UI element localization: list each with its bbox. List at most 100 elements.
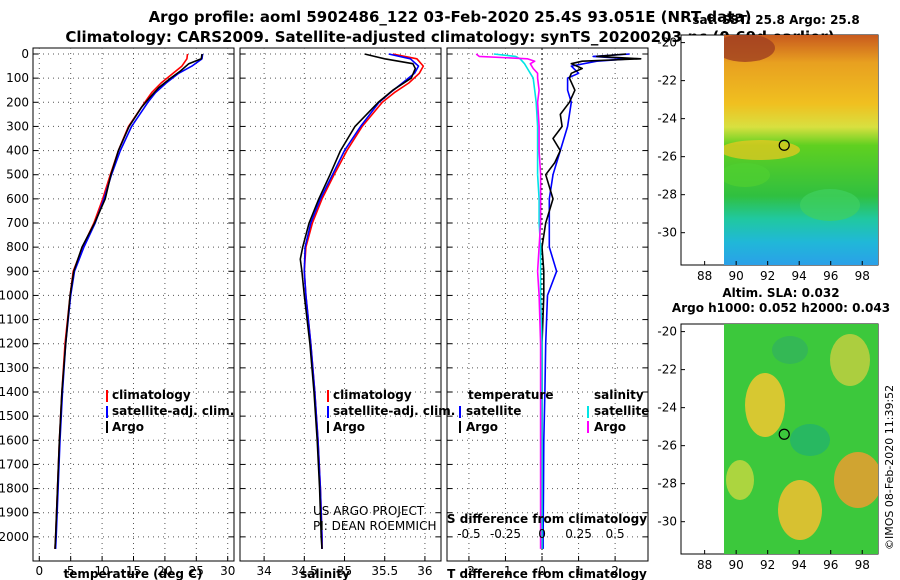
title-line-1: Argo profile: aoml 5902486_122 03-Feb-20…: [149, 8, 752, 26]
s-diff-tick-label: -0.25: [490, 527, 521, 541]
y-tick-label: 200: [6, 95, 29, 109]
legend-swatch-climatology: [327, 390, 329, 402]
y-tick-label: 400: [6, 144, 29, 158]
x-tick-label: 20: [157, 564, 172, 578]
salinity-xlabel: salinity: [300, 567, 350, 580]
credit-line-2: PI: DEAN ROEMMICH: [313, 519, 436, 533]
s-diff-tick-label: 0.5: [606, 527, 625, 541]
y-tick-label: 2000: [0, 530, 29, 544]
s-diff-tick-label: -0.5: [457, 527, 480, 541]
map-x-tick-label: 96: [823, 269, 838, 283]
map-x-tick-label: 88: [697, 558, 712, 572]
sla-feature: [726, 460, 754, 500]
map-x-tick-label: 98: [855, 269, 870, 283]
temperature-panel: 0 5 10 15 20 25 300100200300400500600700800900…: [0, 47, 235, 580]
x-tick-label: 5: [67, 564, 75, 578]
y-tick-label: 1300: [0, 361, 29, 375]
sla-feature: [834, 452, 878, 508]
y-tick-label: 1500: [0, 409, 29, 423]
sla-map-title-2: Argo h1000: 0.052 h2000: 0.043: [672, 301, 890, 315]
legend-label-s-satellite: satellite: [594, 404, 649, 418]
legend-label-t-satellite: satellite: [466, 404, 521, 418]
y-tick-label: 1000: [0, 288, 29, 302]
legend-header-temperature: temperature: [468, 388, 553, 402]
x-tick-label: 10: [94, 564, 109, 578]
sla-feature: [790, 424, 830, 456]
legend-swatch-argo: [106, 421, 108, 433]
legend-header-salinity: salinity: [594, 388, 644, 402]
temperature-xlabel: temperature (deg C): [64, 567, 203, 580]
sst-map: sat. SST: 25.8 Argo: 25.8 88 90 92 94 96 98 -2…: [657, 13, 879, 283]
salinity-frame: [239, 47, 442, 562]
legend-label-climatology: climatology: [333, 388, 412, 402]
map-x-tick-label: 94: [792, 558, 807, 572]
argo-location-marker: [778, 428, 790, 440]
x-tick-label: 34.5: [291, 564, 318, 578]
credit-line-1: US ARGO PROJECT: [313, 504, 425, 518]
map-y-tick-label: -22: [657, 363, 677, 377]
legend-label-argo: Argo: [112, 420, 144, 434]
series-salinity-satellite: [493, 53, 543, 549]
sla-feature: [745, 373, 785, 437]
x-tick-label: 25: [189, 564, 204, 578]
sst-feature: [724, 163, 770, 187]
sla-feature: [772, 336, 808, 364]
difference-xlabel: T difference from climatology: [447, 567, 647, 580]
legend-label-climatology: climatology: [112, 388, 191, 402]
map-y-tick-label: -24: [657, 401, 677, 415]
map-y-tick-label: -30: [657, 226, 677, 240]
title-line-2: Climatology: CARS2009. Satellite-adjuste…: [65, 28, 834, 46]
x-tick-label: 15: [126, 564, 141, 578]
sla-map-title-1: Altim. SLA: 0.032: [722, 286, 839, 300]
legend-swatch-argo: [327, 421, 329, 433]
map-y-tick-label: -20: [657, 36, 677, 50]
y-tick-label: 300: [6, 119, 29, 133]
legend-label-argo: Argo: [333, 420, 365, 434]
y-tick-label: 0: [21, 47, 29, 61]
map-x-tick-label: 94: [792, 269, 807, 283]
map-y-tick-label: -22: [657, 74, 677, 88]
x-tick-label: 0: [538, 564, 546, 578]
y-tick-label: 1600: [0, 433, 29, 447]
x-tick-label: 34: [256, 564, 271, 578]
legend-swatch-satellite: [327, 406, 329, 418]
series-climatology: [54, 53, 189, 549]
series-temperature-argo: [541, 53, 642, 549]
legend-label-t-argo: Argo: [466, 420, 498, 434]
difference-frame: [446, 47, 649, 562]
y-tick-label: 1100: [0, 313, 29, 327]
y-tick-label: 1200: [0, 337, 29, 351]
legend-swatch-climatology: [106, 390, 108, 402]
sst-map-title: sat. SST: 25.8 Argo: 25.8: [692, 13, 859, 27]
x-tick-label: 35.5: [371, 564, 398, 578]
y-tick-label: 1400: [0, 385, 29, 399]
map-x-tick-label: 98: [855, 558, 870, 572]
series-argo: [299, 53, 417, 549]
sla-map: Altim. SLA: 0.032 Argo h1000: 0.052 h200…: [657, 286, 890, 572]
legend-swatch-satellite: [106, 406, 108, 418]
map-x-tick-label: 92: [760, 269, 775, 283]
sst-feature: [724, 35, 775, 62]
s-difference-label: S difference from climatology: [447, 512, 647, 526]
x-tick-label: 2: [611, 564, 619, 578]
map-x-tick-label: 90: [729, 269, 744, 283]
series-climatology: [303, 53, 425, 549]
map-y-tick-label: -26: [657, 150, 677, 164]
legend-label-satellite: satellite-adj. clim.: [112, 404, 234, 418]
y-tick-label: 900: [6, 264, 29, 278]
temperature-legend: climatology satellite-adj. clim. Argo: [106, 388, 234, 434]
map-y-tick-label: -26: [657, 439, 677, 453]
sst-feature: [800, 189, 860, 221]
imos-stamp: ©IMOS 08-Feb-2020 11:39:52: [883, 385, 896, 550]
y-tick-label: 100: [6, 71, 29, 85]
legend-swatch-s-satellite: [587, 406, 589, 418]
x-tick-label: -1: [499, 564, 511, 578]
map-y-tick-label: -28: [657, 477, 677, 491]
x-tick-label: 36: [417, 564, 432, 578]
s-diff-tick-label: 0.25: [565, 527, 592, 541]
series-salinity-argo: [475, 53, 542, 549]
series-temperature-satellite: [542, 53, 631, 549]
y-tick-label: 500: [6, 168, 29, 182]
y-tick-label: 1900: [0, 506, 29, 520]
salinity-legend: climatology satellite-adj. clim. Argo: [327, 388, 455, 434]
